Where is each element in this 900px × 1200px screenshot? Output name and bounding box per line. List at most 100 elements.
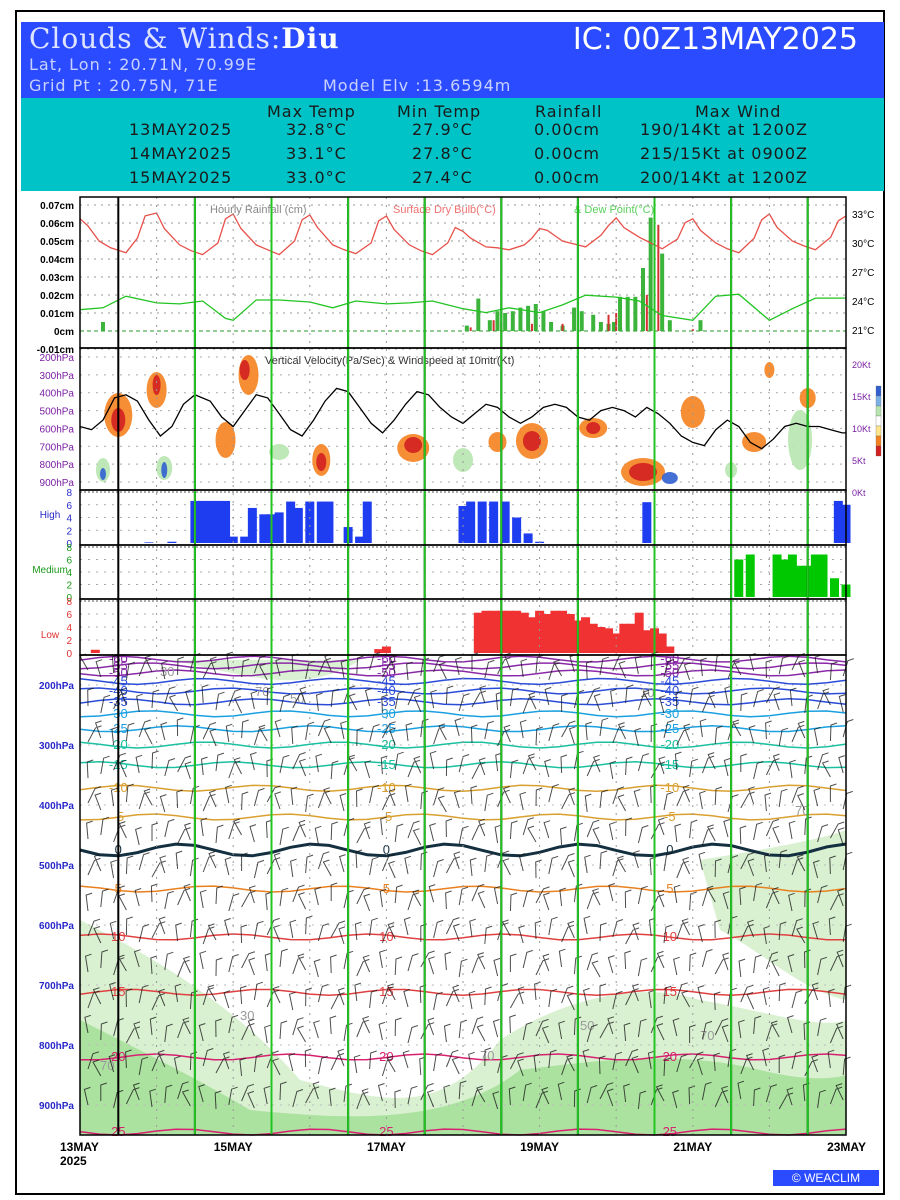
high-cloud-tick-label: 0 [66, 539, 72, 550]
row-max-wind: 215/15Kt at 0900Z [640, 144, 808, 163]
pressure-tick-label: 400hPa [39, 801, 74, 812]
row-max-wind: 190/14Kt at 1200Z [640, 120, 808, 139]
isotherm-label: -50 [377, 665, 396, 680]
low-cloud-bar [634, 612, 644, 653]
rain-tick-label: 0.01cm [40, 309, 74, 320]
rh-contour-label: 70 [255, 684, 269, 699]
vv-blob [239, 360, 250, 380]
high-cloud-bar [228, 536, 238, 543]
rain-bar [660, 253, 665, 331]
row-max-wind: 200/14Kt at 1200Z [640, 168, 808, 187]
vv-blob [215, 422, 236, 458]
low-cloud-bar [481, 610, 491, 653]
isotherm-label: -5 [381, 809, 393, 824]
low-cloud-bar [374, 649, 384, 653]
rain-bar [611, 322, 616, 331]
low-cloud-tick-label: 4 [66, 623, 72, 634]
low-cloud-bar [512, 610, 522, 653]
isotherm-label: -15 [377, 757, 396, 772]
rain-bar-red [492, 320, 495, 331]
row-min-temp: 27.9°C [412, 120, 473, 139]
rain-tick-label: 0.05cm [40, 237, 74, 248]
pressure-tick-label: 600hPa [39, 921, 74, 932]
rain-bar [100, 322, 105, 331]
windspeed-tick-label: 0Kt [852, 488, 866, 498]
rain-tick-label: 0.02cm [40, 291, 74, 302]
temp-tick-label: 21°C [852, 326, 874, 337]
row-min-temp: 27.8°C [412, 144, 473, 163]
high-cloud-bar [477, 501, 487, 543]
rain-bar-red [469, 327, 472, 331]
isotherm-line [79, 698, 847, 706]
rh-contour-label: 70 [700, 1028, 714, 1043]
low-cloud-bar [90, 649, 100, 653]
low-cloud-bar [619, 623, 629, 653]
grid-point: Grid Pt : 20.75N, 71E [29, 76, 219, 95]
low-cloud-bar [565, 614, 575, 653]
vv-blob [99, 468, 106, 480]
row-min-temp: 27.4°C [412, 168, 473, 187]
vv-blob [629, 463, 658, 481]
rain-bar-red [645, 295, 648, 331]
row-date: 14MAY2025 [129, 144, 233, 163]
vv-blob [764, 362, 775, 378]
colorbar-swatch [875, 395, 882, 407]
rain-bar [579, 311, 584, 331]
x-tick-label: 2025 [60, 1154, 87, 1168]
high-cloud-label: High [40, 510, 61, 521]
colorbar-swatch [875, 385, 882, 397]
isotherm-label: 0 [666, 842, 673, 857]
high-cloud-bar [274, 512, 284, 543]
rain-tick-label: 0.07cm [40, 201, 74, 212]
colorbar-swatch [875, 445, 882, 457]
rain-bar-red [530, 323, 533, 331]
vv-blob [680, 396, 705, 428]
high-cloud-bar [305, 501, 315, 543]
rain-bar [698, 320, 703, 331]
rain-bar-red [657, 224, 660, 331]
header-banner: Clouds & Winds:Diu IC: 00Z13MAY2025 Lat,… [21, 22, 884, 98]
vv-blob [522, 431, 541, 451]
colorbar-swatch [875, 435, 882, 447]
low-cloud-bar [588, 623, 598, 653]
high-cloud-tick-label: 6 [66, 501, 72, 512]
panel-title-rainfall: Hourly Rainfall (cm) [210, 204, 307, 216]
panel-title-vertical-velocity: Vertical Velocity(Pa/Sec) & Windspeed at… [265, 355, 514, 367]
colorbar-swatch [875, 415, 882, 427]
rh-contour-label: 50 [580, 1018, 594, 1033]
pressure-tick-label: 500hPa [40, 407, 75, 418]
dew-point-line [79, 293, 846, 322]
high-cloud-bar [247, 507, 257, 543]
x-tick-label: 13MAY [60, 1140, 99, 1154]
medium-cloud-bar [745, 554, 755, 597]
low-cloud-tick-label: 2 [66, 636, 72, 647]
row-rainfall: 0.00cm [534, 120, 601, 139]
low-cloud-bar [611, 633, 621, 653]
high-cloud-bar [642, 502, 652, 543]
low-cloud-label: Low [41, 630, 60, 641]
high-cloud-bar [240, 536, 250, 543]
low-cloud-bar [542, 614, 552, 653]
medium-cloud-bar [787, 554, 797, 597]
rh-contour-label: 30 [240, 1008, 254, 1023]
isotherm-label: -20 [660, 737, 679, 752]
high-cloud-bar [293, 507, 303, 543]
pressure-tick-label: 800hPa [39, 1041, 74, 1052]
high-cloud-bar [523, 533, 533, 543]
medium-cloud-tick-label: 8 [66, 543, 72, 554]
medium-cloud-bar [810, 554, 820, 597]
rain-bar [549, 322, 554, 331]
isotherm-line [79, 710, 847, 718]
low-cloud-tick-label: 8 [66, 597, 72, 608]
colorbar-swatch [875, 425, 882, 437]
rain-tick-label: -0.01cm [37, 345, 74, 356]
high-cloud-bar [324, 501, 334, 543]
pressure-tick-label: 900hPa [40, 478, 75, 489]
rain-bar [503, 313, 508, 331]
isotherm-label: 10 [663, 929, 677, 944]
brand-logo: © WEACLIM [773, 1170, 879, 1186]
high-cloud-bar [198, 500, 208, 543]
rain-bar [625, 296, 630, 331]
model-elevation: Model Elv :13.6594m [323, 76, 512, 95]
high-cloud-bar [167, 541, 177, 543]
